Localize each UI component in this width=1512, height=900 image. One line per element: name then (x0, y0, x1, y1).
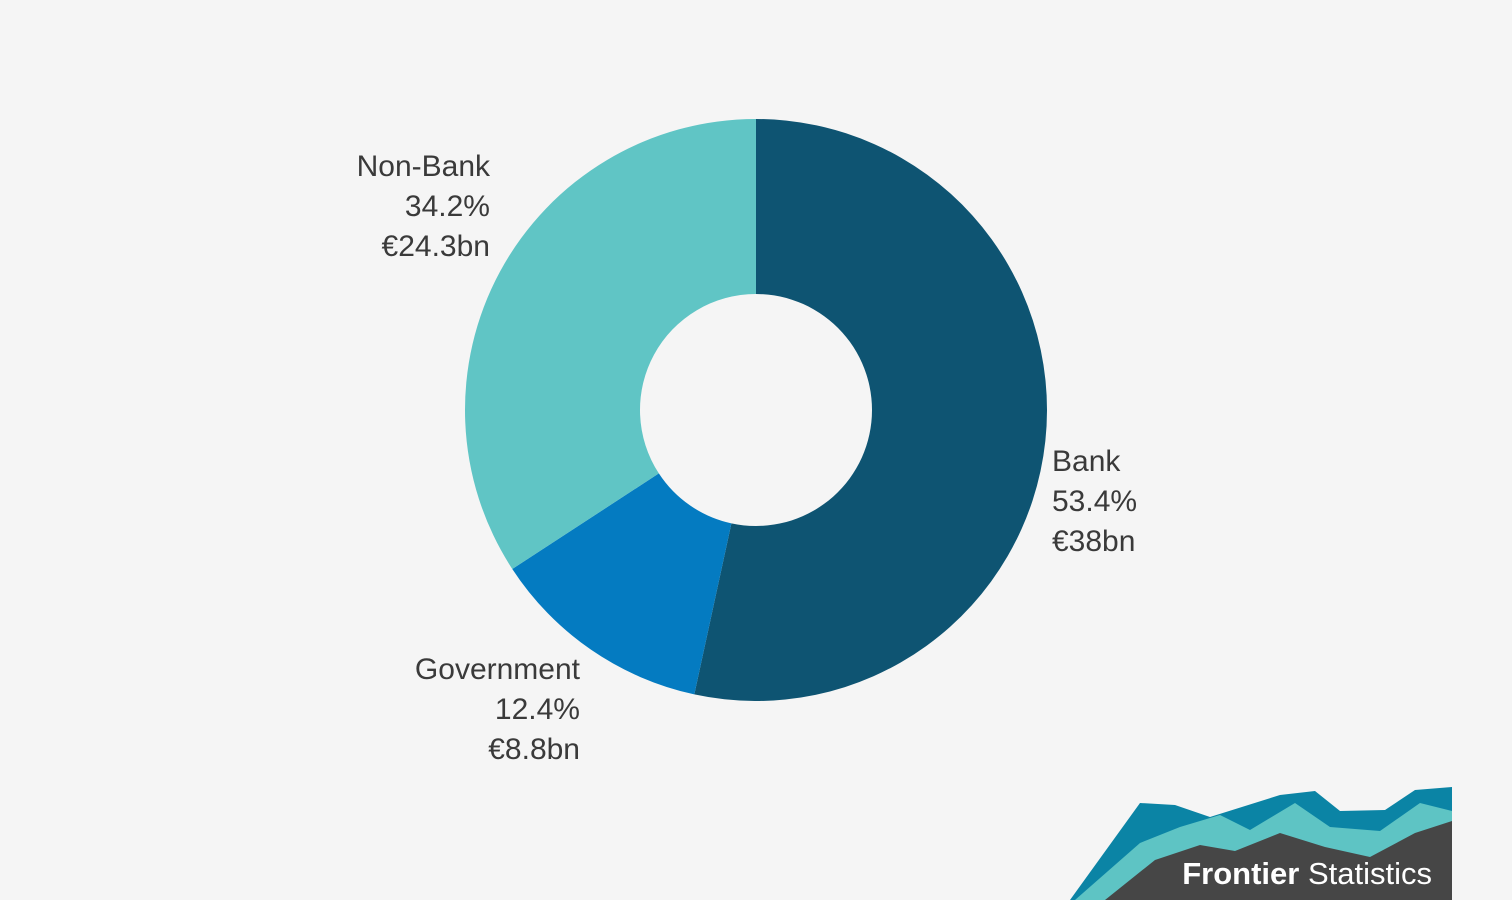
logo-brand-regular: Statistics (1307, 856, 1432, 891)
logo-mountain-graphic (1070, 787, 1452, 900)
label-bank-percent: 53.4% (1052, 485, 1138, 518)
logo-dark-layer (1105, 821, 1452, 900)
slice-non-bank (464, 119, 756, 570)
label-government-percent: 12.4% (494, 693, 580, 726)
label-nonbank-name: Non-Bank (356, 150, 490, 183)
frontier-statistics-logo: Frontier Statistics (1070, 785, 1452, 900)
label-bank: Bank 53.4% €38bn (1052, 442, 1137, 562)
logo-brand-bold: Frontier (1182, 856, 1300, 891)
logo-text: Frontier Statistics (1182, 856, 1432, 892)
label-government-name: Government (414, 653, 580, 686)
label-nonbank: Non-Bank 34.2% €24.3bn (357, 147, 490, 267)
label-nonbank-value: €24.3bn (381, 230, 490, 263)
label-government-value: €8.8bn (488, 733, 580, 766)
label-nonbank-percent: 34.2% (404, 190, 490, 223)
label-government: Government 12.4% €8.8bn (415, 650, 580, 770)
slice-government (512, 473, 732, 695)
label-bank-name: Bank (1052, 445, 1121, 478)
slice-bank (694, 119, 1048, 701)
label-bank-value: €38bn (1052, 525, 1136, 558)
